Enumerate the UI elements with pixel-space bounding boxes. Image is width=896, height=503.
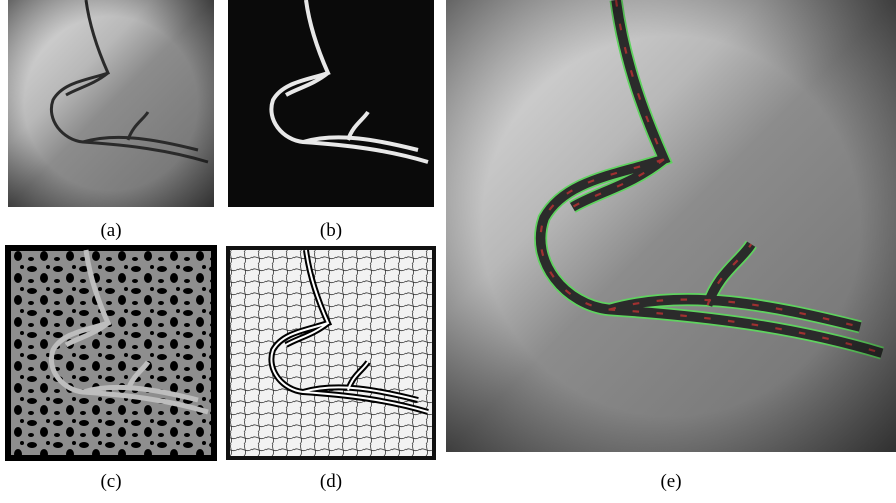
panel-e (446, 0, 896, 452)
vesselness-map (228, 0, 434, 207)
panel-label: (d) (320, 471, 342, 492)
panel-d (228, 248, 434, 458)
segmentation-map (8, 248, 214, 458)
panel-label: (e) (660, 471, 681, 492)
vignette (446, 0, 896, 452)
panel-c (8, 248, 214, 458)
edge-map (228, 248, 434, 458)
figure: (a) (b) (c) (d) (e) (0, 0, 896, 498)
panel-a (8, 0, 214, 207)
vignette (8, 0, 214, 207)
panel-b (228, 0, 434, 207)
panel-label: (c) (100, 471, 121, 492)
panel-label: (b) (320, 220, 342, 241)
panel-label: (a) (100, 220, 121, 241)
